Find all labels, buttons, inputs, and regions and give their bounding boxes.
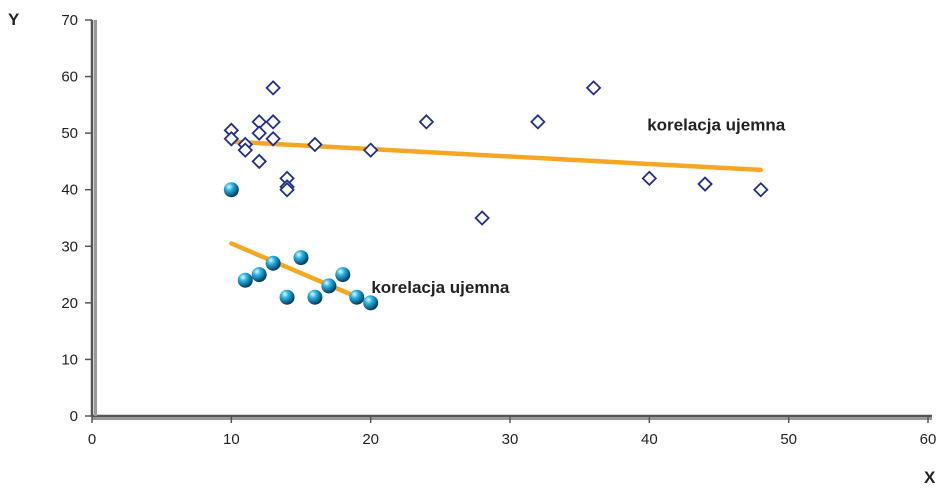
data-point-sphere [363, 295, 379, 311]
x-tick-label: 20 [362, 431, 379, 448]
data-point-sphere [349, 289, 365, 305]
data-point-diamond [641, 170, 658, 187]
annotation-label: korelacja ujemna [647, 115, 786, 134]
x-tick-label: 40 [641, 431, 658, 448]
y-tick-label: 60 [61, 69, 78, 86]
annotation-group: korelacja ujemna korelacja ujemna [371, 115, 785, 297]
x-tick-label: 60 [920, 431, 937, 448]
y-tick-label: 10 [61, 351, 78, 368]
x-tick-label: 10 [223, 431, 240, 448]
y-tick-label: 0 [70, 408, 78, 425]
data-point-diamond [585, 80, 602, 96]
data-point-diamond [251, 153, 267, 170]
data-point-sphere [321, 278, 337, 294]
data-point-sphere [293, 250, 309, 266]
x-axis-shadow [92, 417, 932, 420]
x-axis-title: X [924, 468, 936, 487]
data-point-diamond [279, 181, 295, 198]
x-tick-label: 50 [780, 431, 797, 448]
data-point-diamond [307, 136, 323, 153]
data-point-diamond [530, 114, 546, 130]
y-tick-label: 50 [61, 125, 78, 142]
data-point-sphere [335, 267, 351, 283]
data-point-diamond [474, 210, 490, 226]
y-tick-label: 40 [61, 182, 78, 199]
data-point-sphere [307, 289, 323, 305]
data-point-diamond [223, 131, 240, 147]
y-axis-shadow [94, 20, 97, 416]
data-point-diamond [697, 176, 713, 192]
trendline [229, 241, 373, 306]
x-tick-label: 0 [88, 431, 96, 448]
point-group [223, 80, 769, 311]
data-point-diamond [251, 125, 267, 141]
axes-group [90, 20, 932, 420]
data-point-sphere [251, 267, 267, 283]
y-tick-label: 70 [61, 12, 78, 29]
y-tick-label: 30 [61, 238, 78, 255]
data-point-sphere [279, 289, 295, 305]
data-point-sphere [223, 182, 239, 198]
data-point-diamond [418, 114, 435, 130]
data-point-diamond [265, 80, 281, 96]
x-tick-label: 30 [502, 431, 519, 448]
data-point-diamond [265, 114, 281, 130]
y-axis-title: Y [8, 10, 20, 29]
data-point-sphere [265, 255, 281, 271]
tick-group: 0 10 20 30 40 50 60 0 10 20 30 40 50 60 70 [61, 12, 936, 448]
data-point-sphere [237, 272, 253, 288]
data-point-diamond [753, 181, 769, 198]
data-point-diamond [265, 131, 281, 147]
annotation-label: korelacja ujemna [371, 278, 510, 297]
data-point-diamond [362, 142, 379, 158]
data-point-diamond [237, 142, 254, 158]
y-tick-label: 20 [61, 295, 78, 312]
